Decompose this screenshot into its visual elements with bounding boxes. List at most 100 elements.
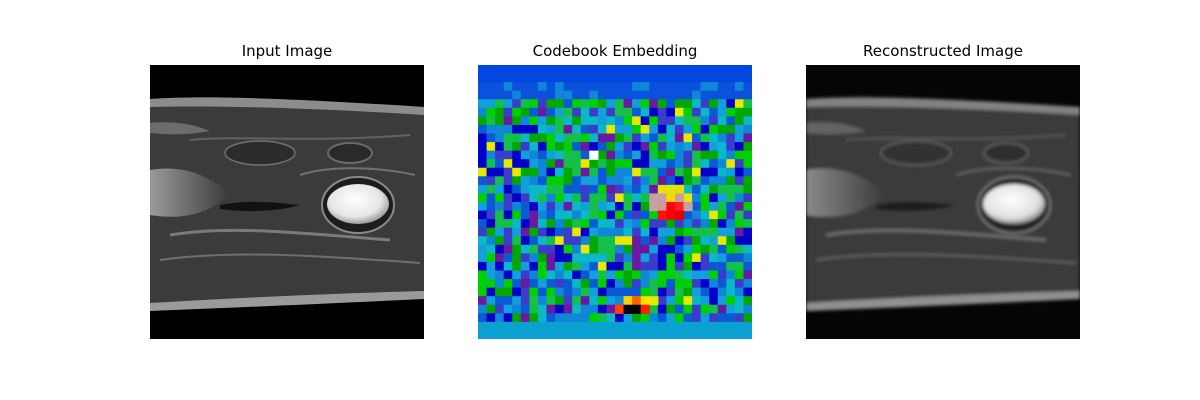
codebook-cell xyxy=(615,228,624,237)
codebook-cell xyxy=(547,82,556,91)
codebook-cell xyxy=(564,168,573,177)
codebook-cell xyxy=(743,193,752,202)
codebook-cell xyxy=(675,228,684,237)
codebook-cell xyxy=(572,185,581,194)
codebook-cell xyxy=(564,271,573,280)
codebook-cell xyxy=(487,313,496,322)
codebook-cell xyxy=(495,313,504,322)
codebook-cell xyxy=(478,296,487,305)
codebook-cell xyxy=(692,193,701,202)
codebook-cell xyxy=(538,74,547,83)
codebook-cell xyxy=(735,322,744,331)
codebook-cell xyxy=(581,219,590,228)
codebook-cell xyxy=(521,99,530,108)
codebook-cell xyxy=(624,151,633,160)
codebook-cell xyxy=(743,91,752,100)
codebook-cell xyxy=(581,322,590,331)
codebook-cell xyxy=(641,279,650,288)
codebook-cell xyxy=(564,176,573,185)
codebook-cell xyxy=(495,116,504,125)
codebook-cell xyxy=(538,159,547,168)
codebook-cell xyxy=(735,116,744,125)
codebook-cell xyxy=(606,236,615,245)
codebook-cell xyxy=(589,134,598,143)
codebook-cell xyxy=(538,288,547,297)
codebook-cell xyxy=(598,74,607,83)
codebook-cell xyxy=(598,99,607,108)
codebook-cell xyxy=(495,159,504,168)
codebook-cell xyxy=(743,219,752,228)
codebook-cell xyxy=(735,74,744,83)
codebook-cell xyxy=(615,159,624,168)
codebook-cell xyxy=(624,125,633,134)
codebook-cell xyxy=(701,91,710,100)
codebook-cell xyxy=(512,151,521,160)
codebook-cell xyxy=(521,253,530,262)
codebook-embedding-title: Codebook Embedding xyxy=(478,40,752,62)
codebook-cell xyxy=(547,125,556,134)
codebook-cell xyxy=(692,176,701,185)
codebook-cell xyxy=(521,91,530,100)
codebook-cell xyxy=(521,125,530,134)
codebook-cell xyxy=(666,236,675,245)
codebook-cell xyxy=(726,330,735,339)
codebook-cell xyxy=(666,91,675,100)
codebook-cell xyxy=(701,168,710,177)
codebook-cell xyxy=(726,296,735,305)
codebook-cell xyxy=(632,253,641,262)
codebook-cell xyxy=(555,219,564,228)
codebook-cell xyxy=(581,228,590,237)
codebook-cell xyxy=(624,116,633,125)
codebook-cell xyxy=(538,65,547,74)
codebook-cell xyxy=(675,142,684,151)
codebook-cell xyxy=(718,288,727,297)
codebook-cell xyxy=(504,125,513,134)
codebook-cell xyxy=(675,151,684,160)
codebook-cell xyxy=(709,82,718,91)
codebook-cell xyxy=(632,236,641,245)
codebook-cell xyxy=(615,330,624,339)
codebook-cell xyxy=(649,202,658,211)
codebook-cell xyxy=(478,108,487,117)
codebook-cell xyxy=(606,74,615,83)
codebook-cell xyxy=(675,288,684,297)
codebook-cell xyxy=(624,330,633,339)
codebook-cell xyxy=(512,202,521,211)
codebook-cell xyxy=(589,108,598,117)
codebook-cell xyxy=(504,288,513,297)
codebook-cell xyxy=(606,202,615,211)
codebook-cell xyxy=(478,305,487,314)
codebook-cell xyxy=(701,151,710,160)
codebook-cell xyxy=(726,262,735,271)
codebook-cell xyxy=(555,65,564,74)
codebook-cell xyxy=(624,245,633,254)
codebook-cell xyxy=(632,245,641,254)
codebook-cell xyxy=(589,330,598,339)
codebook-cell xyxy=(598,245,607,254)
codebook-cell xyxy=(675,82,684,91)
codebook-cell xyxy=(709,74,718,83)
codebook-cell xyxy=(521,228,530,237)
codebook-cell xyxy=(649,176,658,185)
codebook-cell xyxy=(624,322,633,331)
codebook-cell xyxy=(589,168,598,177)
codebook-cell xyxy=(478,65,487,74)
codebook-cell xyxy=(641,125,650,134)
codebook-cell xyxy=(564,151,573,160)
codebook-cell xyxy=(495,193,504,202)
codebook-cell xyxy=(555,262,564,271)
codebook-cell xyxy=(632,185,641,194)
codebook-cell xyxy=(701,245,710,254)
codebook-cell xyxy=(512,168,521,177)
codebook-cell xyxy=(684,253,693,262)
codebook-cell xyxy=(598,185,607,194)
codebook-cell xyxy=(487,91,496,100)
codebook-cell xyxy=(692,279,701,288)
codebook-cell xyxy=(718,330,727,339)
codebook-cell xyxy=(512,134,521,143)
codebook-cell xyxy=(658,99,667,108)
codebook-cell xyxy=(487,279,496,288)
codebook-cell xyxy=(709,99,718,108)
codebook-cell xyxy=(666,288,675,297)
codebook-cell xyxy=(718,305,727,314)
